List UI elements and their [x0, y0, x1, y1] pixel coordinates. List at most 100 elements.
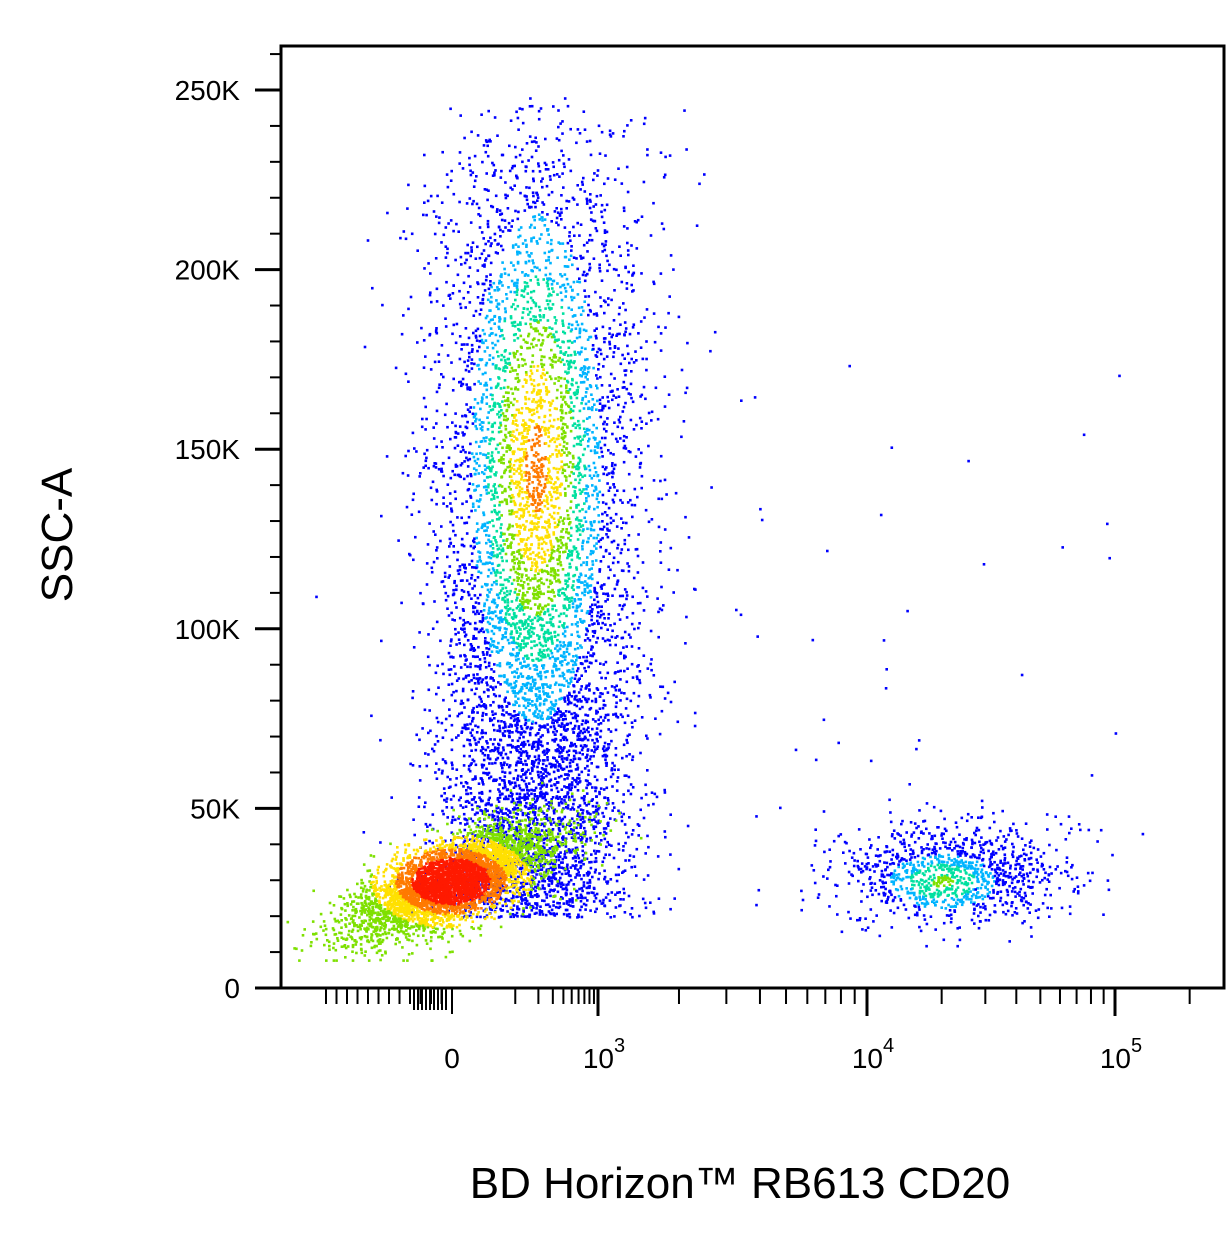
data-point: [528, 822, 531, 826]
data-point: [522, 538, 525, 541]
data-point: [625, 165, 629, 169]
data-point: [713, 330, 717, 334]
data-point: [507, 431, 511, 434]
data-point: [446, 251, 449, 255]
data-point: [581, 849, 584, 853]
data-point: [565, 883, 568, 887]
data-point: [467, 715, 471, 718]
data-point: [516, 642, 520, 645]
data-point: [571, 727, 575, 731]
data-point: [516, 525, 519, 529]
data-point: [490, 204, 493, 208]
data-point: [582, 874, 586, 877]
data-point: [497, 355, 500, 358]
data-point: [498, 483, 502, 487]
data-point: [480, 358, 484, 361]
data-point: [524, 397, 528, 401]
data-point: [480, 731, 483, 735]
data-point: [553, 604, 556, 607]
data-point: [553, 210, 557, 213]
data-point: [489, 685, 492, 688]
data-point: [535, 893, 539, 896]
data-point: [530, 534, 533, 538]
data-point: [521, 768, 525, 771]
data-point: [534, 816, 537, 819]
data-point: [481, 616, 485, 620]
data-point: [521, 713, 524, 717]
data-point: [684, 515, 687, 519]
data-point: [481, 613, 485, 617]
data-point: [531, 881, 534, 884]
data-point: [539, 458, 543, 461]
data-point: [533, 426, 537, 430]
data-point: [493, 239, 497, 242]
data-point: [498, 516, 501, 520]
data-point: [557, 589, 561, 593]
data-point: [566, 791, 569, 794]
data-point: [594, 810, 597, 814]
data-point: [575, 763, 579, 766]
data-point: [452, 551, 456, 554]
data-point: [589, 153, 593, 157]
data-point: [569, 721, 572, 725]
data-point: [580, 346, 584, 350]
data-point: [531, 528, 534, 532]
data-point: [558, 467, 561, 471]
data-point: [496, 810, 499, 814]
data-point: [563, 353, 566, 356]
data-point: [509, 915, 512, 919]
data-point: [543, 482, 547, 486]
data-point: [462, 477, 466, 481]
data-point: [598, 790, 601, 794]
data-point: [575, 894, 579, 897]
data-point: [571, 848, 574, 851]
data-point: [440, 440, 443, 443]
data-point: [552, 876, 556, 879]
data-point: [534, 889, 537, 893]
data-point: [622, 380, 626, 384]
data-point: [505, 618, 508, 622]
data-point: [518, 464, 521, 467]
data-point: [533, 811, 537, 814]
data-point: [597, 443, 600, 446]
data-point: [465, 202, 469, 205]
data-point: [514, 459, 517, 463]
data-point: [548, 847, 552, 850]
data-point: [566, 514, 570, 517]
data-point: [534, 205, 537, 209]
data-point: [549, 404, 552, 407]
data-point: [508, 607, 512, 610]
data-point: [511, 731, 514, 734]
data-point: [563, 630, 567, 633]
data-point: [463, 839, 467, 843]
data-point: [431, 841, 434, 845]
data-point: [490, 242, 493, 245]
data-point: [476, 576, 480, 579]
data-point: [461, 608, 465, 611]
data-point: [577, 437, 580, 440]
data-point: [515, 659, 518, 662]
data-point: [505, 408, 509, 412]
data-point: [526, 792, 529, 795]
data-point: [514, 369, 517, 372]
data-point: [506, 743, 510, 747]
data-point: [607, 718, 610, 722]
data-point: [599, 735, 602, 739]
data-point: [570, 836, 574, 839]
data-point: [460, 730, 464, 733]
data-point: [658, 607, 662, 610]
data-point: [551, 604, 554, 608]
data-point: [408, 552, 411, 556]
data-point: [584, 347, 587, 351]
data-point: [512, 303, 515, 306]
data-point: [460, 711, 464, 715]
data-point: [611, 398, 614, 402]
data-point: [507, 286, 510, 289]
data-point: [547, 801, 551, 804]
data-point: [521, 497, 525, 500]
data-point: [557, 683, 561, 687]
data-point: [591, 398, 595, 401]
data-point: [640, 796, 643, 800]
data-point: [548, 613, 552, 617]
data-point: [539, 610, 543, 613]
